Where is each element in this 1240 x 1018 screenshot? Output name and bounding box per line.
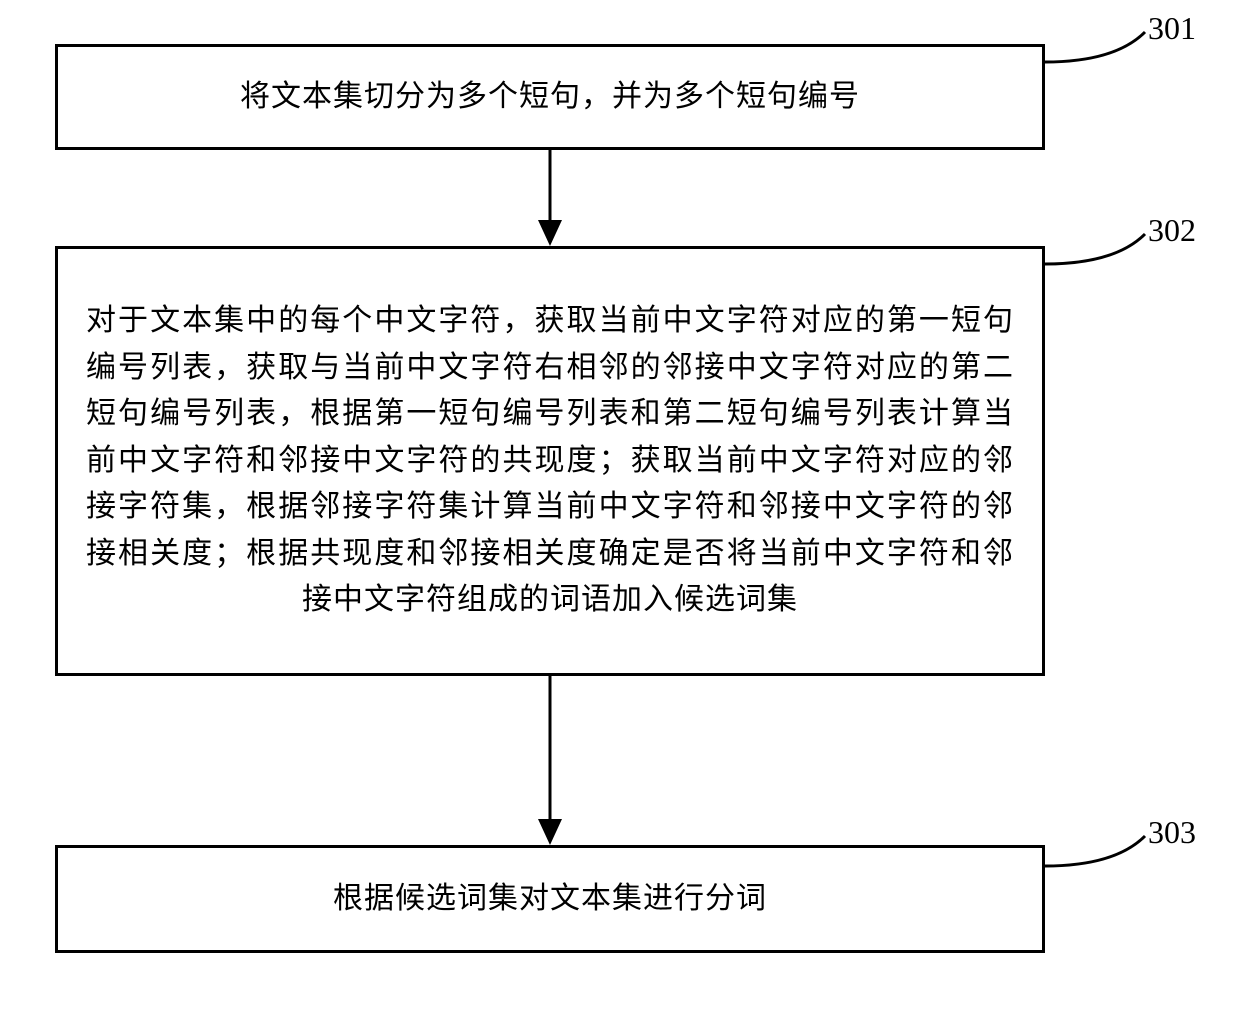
- arrow-302-to-303: [0, 0, 1240, 1018]
- flowchart-canvas: 将文本集切分为多个短句，并为多个短句编号 301 对于文本集中的每个中文字符，获…: [0, 0, 1240, 1018]
